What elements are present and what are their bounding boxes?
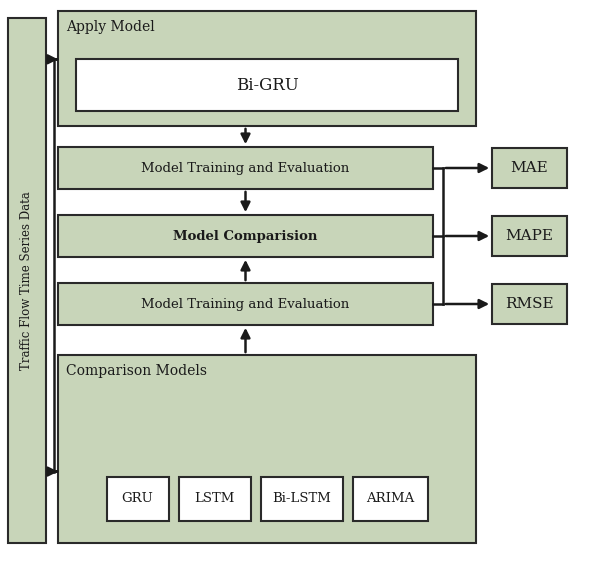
Bar — [492, 284, 567, 324]
Bar — [58, 147, 433, 189]
Bar — [8, 18, 46, 543]
Bar — [492, 148, 567, 188]
Text: Comparison Models: Comparison Models — [66, 364, 207, 378]
Text: Bi-LSTM: Bi-LSTM — [272, 493, 331, 505]
Bar — [492, 216, 567, 256]
Text: RMSE: RMSE — [505, 297, 554, 311]
Text: Model Training and Evaluation: Model Training and Evaluation — [141, 297, 350, 310]
Text: MAE: MAE — [510, 161, 549, 175]
Text: Traffic Flow Time Series Data: Traffic Flow Time Series Data — [20, 191, 33, 370]
Text: MAPE: MAPE — [506, 229, 553, 243]
Bar — [58, 355, 476, 543]
Bar — [106, 477, 168, 521]
Text: ARIMA: ARIMA — [366, 493, 414, 505]
Text: Model Comparision: Model Comparision — [173, 229, 318, 242]
Bar — [76, 59, 458, 111]
Bar — [352, 477, 427, 521]
Bar — [58, 283, 433, 325]
Bar — [179, 477, 251, 521]
Bar — [58, 11, 476, 126]
Bar — [260, 477, 343, 521]
Text: Bi-GRU: Bi-GRU — [236, 76, 298, 94]
Text: LSTM: LSTM — [194, 493, 235, 505]
Text: GRU: GRU — [122, 493, 153, 505]
Text: Apply Model: Apply Model — [66, 20, 155, 34]
Text: Model Training and Evaluation: Model Training and Evaluation — [141, 162, 350, 174]
Bar — [58, 215, 433, 257]
